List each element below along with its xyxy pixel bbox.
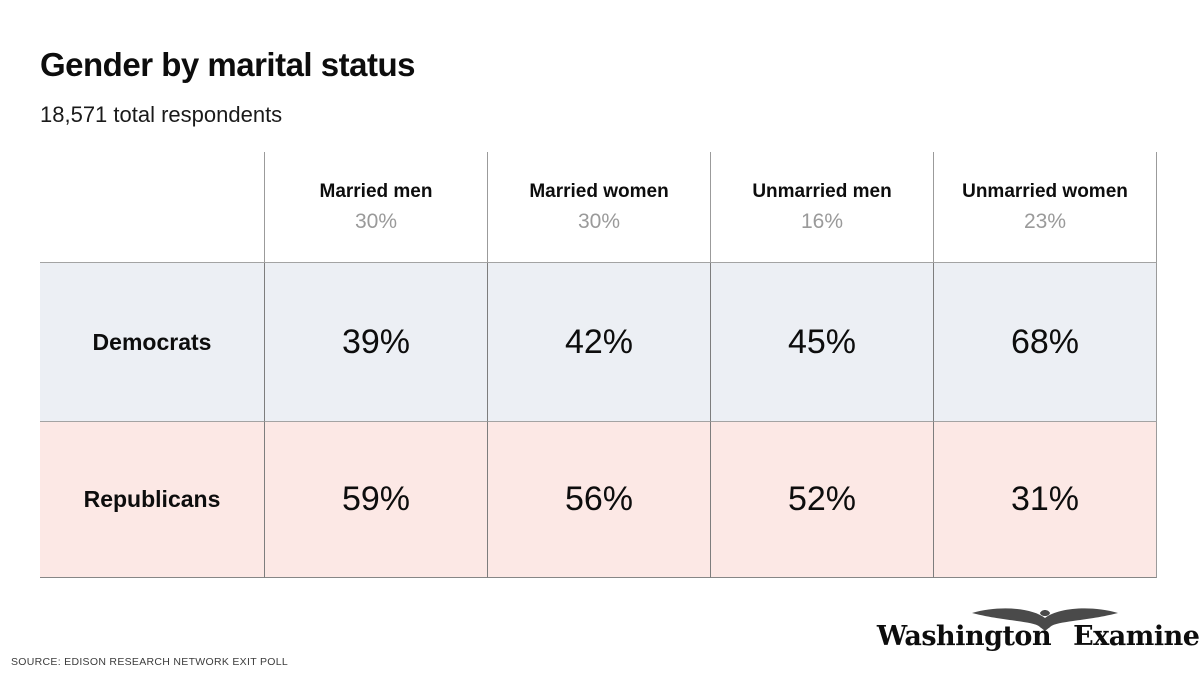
- cell-democrats-married-women: 42%: [487, 263, 710, 422]
- column-label: Married women: [529, 180, 669, 202]
- column-header-unmarried-men: Unmarried men 16%: [710, 152, 933, 263]
- column-share: 30%: [577, 209, 621, 233]
- page-title: Gender by marital status: [40, 46, 415, 83]
- cell-republicans-unmarried-men: 52%: [710, 422, 933, 578]
- row-label-republicans: Republicans: [40, 422, 264, 578]
- cell-democrats-unmarried-women: 68%: [933, 263, 1157, 422]
- column-share: 23%: [1023, 209, 1067, 233]
- column-label: Unmarried men: [752, 180, 892, 202]
- cell-democrats-unmarried-men: 45%: [710, 263, 933, 422]
- column-share: 16%: [800, 209, 844, 233]
- cell-democrats-married-men: 39%: [264, 263, 487, 422]
- cell-republicans-unmarried-women: 31%: [933, 422, 1157, 578]
- column-label: Married men: [319, 180, 433, 202]
- cell-republicans-married-men: 59%: [264, 422, 487, 578]
- column-header-married-men: Married men 30%: [264, 152, 487, 263]
- column-header-married-women: Married women 30%: [487, 152, 710, 263]
- logo-wordmark: Washington Examiner: [877, 621, 1200, 652]
- column-header-unmarried-women: Unmarried women 23%: [933, 152, 1157, 263]
- source-credit: SOURCE: EDISON RESEARCH NETWORK EXIT POL…: [11, 656, 288, 668]
- column-label: Unmarried women: [962, 180, 1128, 202]
- page-subtitle: 18,571 total respondents: [40, 102, 283, 127]
- logo-word-right: Examiner: [1073, 621, 1200, 652]
- column-share: 30%: [354, 209, 398, 233]
- eagle-icon: [972, 608, 1118, 631]
- header-corner-cell: [40, 152, 264, 263]
- washington-examiner-logo: Washington Examiner: [877, 604, 1200, 654]
- data-table: Married men 30% Married women 30% Unmarr…: [40, 152, 1157, 578]
- logo-word-left: Washington: [876, 621, 1052, 652]
- row-label-democrats: Democrats: [40, 263, 264, 422]
- cell-republicans-married-women: 56%: [487, 422, 710, 578]
